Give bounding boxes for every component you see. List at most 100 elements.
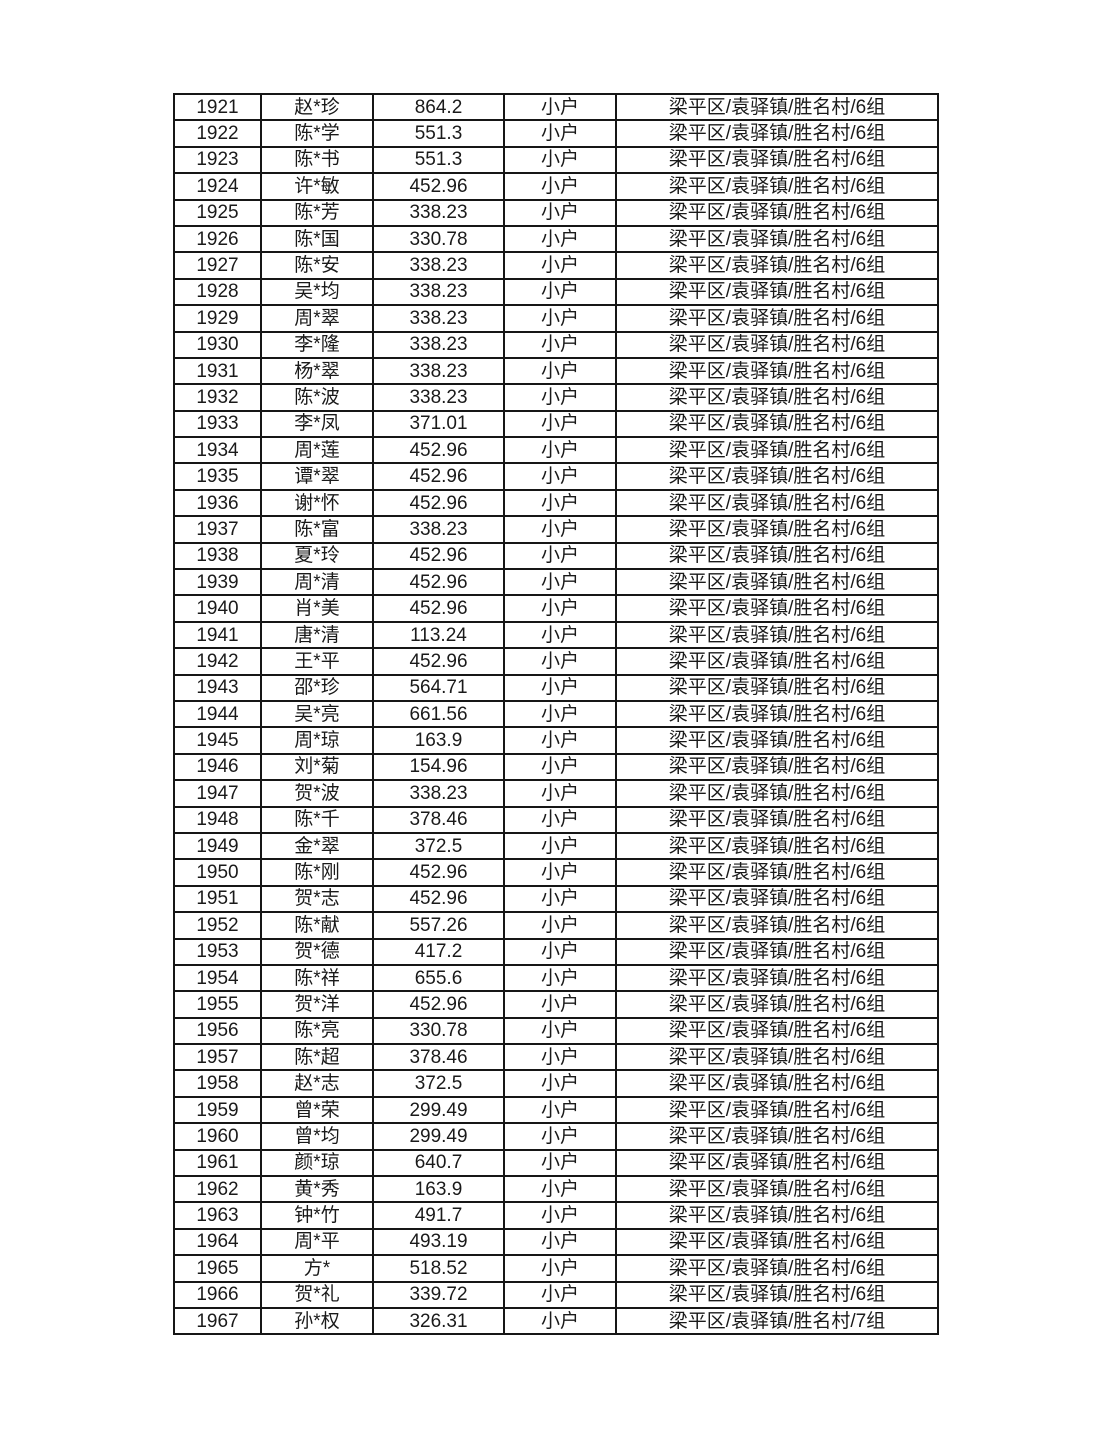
beneficiary-table: 1921 赵*珍 864.2 小户 梁平区/袁驿镇/胜名村/6组 1922 陈*学 551.3… — [173, 92, 939, 1336]
cell-household-type: 小户 — [503, 1016, 617, 1046]
cell-address: 梁平区/袁驿镇/胜名村/6组 — [615, 699, 939, 729]
cell-address: 梁平区/袁驿镇/胜名村/6组 — [615, 779, 939, 808]
cell-amount: 163.9 — [372, 1175, 505, 1204]
cell-serial-number: 1921 — [173, 92, 262, 122]
table-row: 1924 许*敏 452.96 小户 梁平区/袁驿镇/胜名村/6组 — [173, 172, 939, 201]
cell-address: 梁平区/袁驿镇/胜名村/6组 — [615, 858, 939, 887]
cell-amount: 338.23 — [372, 304, 505, 333]
table-row: 1921 赵*珍 864.2 小户 梁平区/袁驿镇/胜名村/6组 — [173, 92, 939, 122]
cell-serial-number: 1937 — [173, 515, 262, 544]
cell-name: 周*莲 — [260, 436, 374, 465]
cell-serial-number: 1955 — [173, 990, 262, 1019]
cell-serial-number: 1950 — [173, 858, 262, 887]
cell-name: 陈*献 — [260, 911, 374, 940]
cell-household-type: 小户 — [503, 277, 617, 307]
cell-address: 梁平区/袁驿镇/胜名村/6组 — [615, 145, 939, 175]
cell-amount: 339.72 — [372, 1280, 505, 1309]
cell-amount: 452.96 — [372, 541, 505, 571]
cell-serial-number: 1964 — [173, 1227, 262, 1257]
cell-name: 陈*祥 — [260, 963, 374, 993]
table-row: 1925 陈*芳 338.23 小户 梁平区/袁驿镇/胜名村/6组 — [173, 198, 939, 227]
cell-household-type: 小户 — [503, 568, 617, 597]
cell-household-type: 小户 — [503, 1306, 617, 1336]
cell-household-type: 小户 — [503, 779, 617, 808]
cell-serial-number: 1930 — [173, 330, 262, 359]
cell-serial-number: 1951 — [173, 884, 262, 914]
cell-name: 周*清 — [260, 568, 374, 597]
cell-serial-number: 1929 — [173, 304, 262, 333]
cell-name: 谢*怀 — [260, 488, 374, 518]
table-row: 1944 吴*亮 661.56 小户 梁平区/袁驿镇/胜名村/6组 — [173, 699, 939, 729]
cell-serial-number: 1963 — [173, 1201, 262, 1230]
cell-household-type: 小户 — [503, 752, 617, 782]
cell-household-type: 小户 — [503, 1227, 617, 1257]
cell-household-type: 小户 — [503, 224, 617, 254]
cell-name: 曾*荣 — [260, 1095, 374, 1125]
cell-amount: 338.23 — [372, 251, 505, 280]
cell-address: 梁平区/袁驿镇/胜名村/7组 — [615, 1306, 939, 1336]
cell-household-type: 小户 — [503, 673, 617, 702]
cell-amount: 452.96 — [372, 594, 505, 623]
cell-household-type: 小户 — [503, 330, 617, 359]
cell-address: 梁平区/袁驿镇/胜名村/6组 — [615, 251, 939, 280]
cell-name: 陈*安 — [260, 251, 374, 280]
table-row: 1922 陈*学 551.3 小户 梁平区/袁驿镇/胜名村/6组 — [173, 119, 939, 148]
cell-serial-number: 1928 — [173, 277, 262, 307]
cell-amount: 491.7 — [372, 1201, 505, 1230]
cell-name: 方* — [260, 1254, 374, 1283]
cell-name: 周*琼 — [260, 726, 374, 755]
cell-serial-number: 1926 — [173, 224, 262, 254]
cell-name: 黄*秀 — [260, 1175, 374, 1204]
cell-name: 贺*波 — [260, 779, 374, 808]
table-row: 1953 贺*德 417.2 小户 梁平区/袁驿镇/胜名村/6组 — [173, 937, 939, 966]
cell-name: 陈*芳 — [260, 198, 374, 227]
cell-serial-number: 1940 — [173, 594, 262, 623]
table-row: 1954 陈*祥 655.6 小户 梁平区/袁驿镇/胜名村/6组 — [173, 963, 939, 993]
cell-name: 唐*清 — [260, 620, 374, 650]
cell-serial-number: 1956 — [173, 1016, 262, 1046]
cell-address: 梁平区/袁驿镇/胜名村/6组 — [615, 462, 939, 491]
cell-household-type: 小户 — [503, 911, 617, 940]
cell-household-type: 小户 — [503, 409, 617, 439]
table-container: 1921 赵*珍 864.2 小户 梁平区/袁驿镇/胜名村/6组 1922 陈*学 551.3… — [173, 92, 939, 1336]
cell-household-type: 小户 — [503, 620, 617, 650]
cell-name: 夏*玲 — [260, 541, 374, 571]
cell-amount: 330.78 — [372, 1016, 505, 1046]
cell-amount: 338.23 — [372, 383, 505, 412]
cell-address: 梁平区/袁驿镇/胜名村/6组 — [615, 620, 939, 650]
cell-amount: 338.23 — [372, 515, 505, 544]
cell-amount: 551.3 — [372, 145, 505, 175]
table-row: 1952 陈*献 557.26 小户 梁平区/袁驿镇/胜名村/6组 — [173, 911, 939, 940]
cell-household-type: 小户 — [503, 1043, 617, 1072]
cell-amount: 452.96 — [372, 462, 505, 491]
table-row: 1926 陈*国 330.78 小户 梁平区/袁驿镇/胜名村/6组 — [173, 224, 939, 254]
cell-household-type: 小户 — [503, 1095, 617, 1125]
cell-name: 李*凤 — [260, 409, 374, 439]
cell-address: 梁平区/袁驿镇/胜名村/6组 — [615, 119, 939, 148]
table-row: 1934 周*莲 452.96 小户 梁平区/袁驿镇/胜名村/6组 — [173, 436, 939, 465]
cell-amount: 113.24 — [372, 620, 505, 650]
cell-serial-number: 1949 — [173, 831, 262, 861]
cell-amount: 299.49 — [372, 1122, 505, 1151]
cell-address: 梁平区/袁驿镇/胜名村/6组 — [615, 277, 939, 307]
cell-amount: 163.9 — [372, 726, 505, 755]
cell-serial-number: 1936 — [173, 488, 262, 518]
cell-address: 梁平区/袁驿镇/胜名村/6组 — [615, 647, 939, 676]
table-row: 1938 夏*玲 452.96 小户 梁平区/袁驿镇/胜名村/6组 — [173, 541, 939, 571]
cell-address: 梁平区/袁驿镇/胜名村/6组 — [615, 436, 939, 465]
cell-name: 陈*学 — [260, 119, 374, 148]
cell-amount: 330.78 — [372, 224, 505, 254]
cell-household-type: 小户 — [503, 172, 617, 201]
cell-amount: 452.96 — [372, 436, 505, 465]
cell-address: 梁平区/袁驿镇/胜名村/6组 — [615, 515, 939, 544]
cell-name: 孙*权 — [260, 1306, 374, 1336]
cell-household-type: 小户 — [503, 383, 617, 412]
table-row: 1955 贺*洋 452.96 小户 梁平区/袁驿镇/胜名村/6组 — [173, 990, 939, 1019]
cell-amount: 557.26 — [372, 911, 505, 940]
table-row: 1948 陈*千 378.46 小户 梁平区/袁驿镇/胜名村/6组 — [173, 805, 939, 834]
cell-name: 陈*书 — [260, 145, 374, 175]
cell-address: 梁平区/袁驿镇/胜名村/6组 — [615, 831, 939, 861]
cell-household-type: 小户 — [503, 937, 617, 966]
cell-amount: 326.31 — [372, 1306, 505, 1336]
table-row: 1961 颜*琼 640.7 小户 梁平区/袁驿镇/胜名村/6组 — [173, 1148, 939, 1178]
